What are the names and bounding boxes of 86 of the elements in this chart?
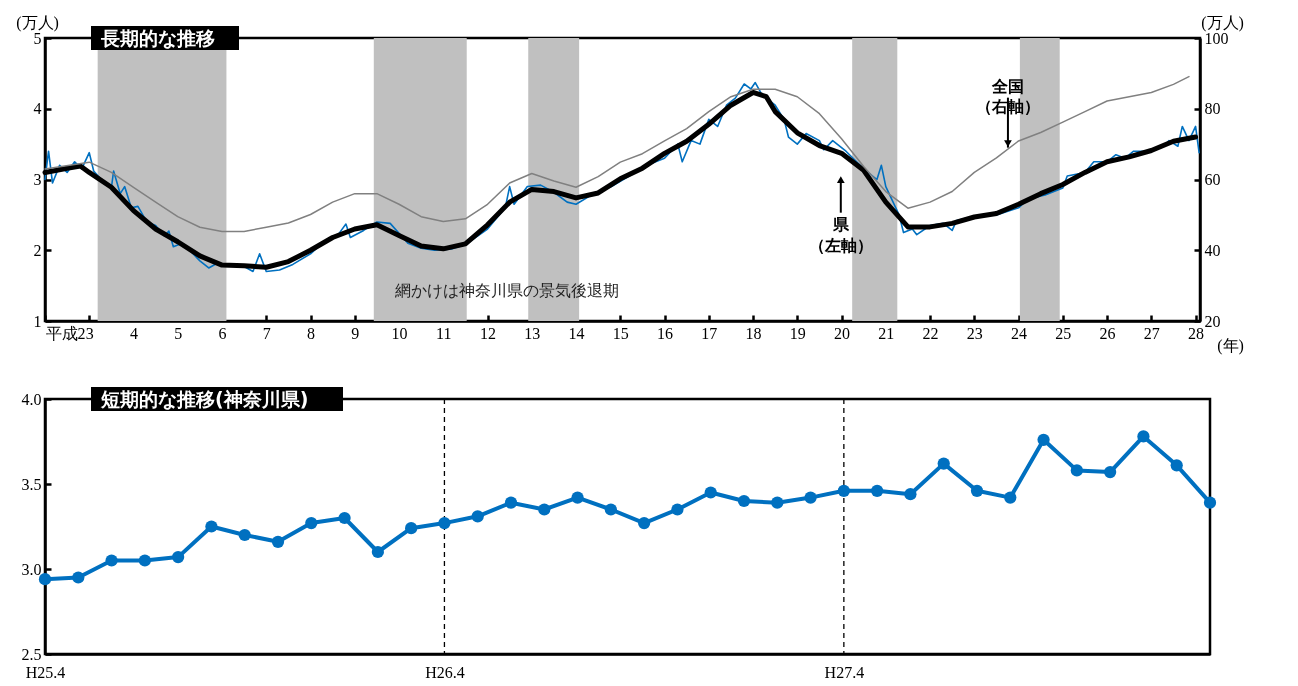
x-tick-label: 27	[1143, 324, 1160, 342]
y-tick-label: 3.0	[21, 560, 42, 578]
point	[871, 484, 884, 497]
x-tick-label: 13	[524, 324, 541, 342]
point	[471, 510, 484, 523]
point	[1004, 491, 1017, 504]
point	[804, 491, 817, 504]
point	[1137, 430, 1150, 443]
point	[1070, 464, 1083, 477]
x-tick-label: 25	[1055, 324, 1072, 342]
point	[238, 528, 251, 542]
y-tick-label: 4.0	[21, 390, 42, 408]
x-tick-label: 18	[745, 324, 762, 342]
annotation: 県（左軸）	[808, 214, 873, 255]
point	[271, 535, 285, 548]
point	[438, 516, 451, 530]
point	[1104, 465, 1117, 479]
point	[305, 516, 318, 530]
point	[571, 491, 584, 504]
x-tick-label: 24	[1011, 324, 1028, 342]
x-tick-label: 22	[922, 324, 939, 342]
y2-tick-label: 40	[1204, 241, 1221, 259]
x-tick-label: 15	[612, 324, 629, 342]
point	[138, 554, 151, 567]
point	[737, 494, 751, 508]
point	[371, 545, 384, 559]
x-tick-label: 8	[307, 324, 316, 342]
x-tick-label: 12	[480, 324, 497, 342]
point	[72, 571, 85, 584]
y2-axis-title: (万人)	[1201, 13, 1244, 32]
line-series	[44, 75, 1190, 233]
x-tick-label: 6	[218, 324, 227, 342]
x-tick-label: 26	[1099, 324, 1116, 342]
chart-title: 短期的な推移(神奈川県)	[100, 388, 309, 410]
y-tick-label: 4	[33, 100, 42, 118]
point	[970, 484, 984, 497]
y-tick-label: 2	[33, 241, 42, 259]
x-tick-label: 17	[701, 324, 718, 342]
y-tick-label: 3.5	[21, 475, 42, 493]
point	[538, 503, 551, 516]
y-axis-title: (万人)	[16, 13, 59, 32]
point	[105, 554, 118, 567]
y2-tick-label: 20	[1204, 312, 1221, 330]
y2-tick-label: 80	[1204, 100, 1221, 118]
x-tick-label: 14	[568, 324, 585, 342]
point	[904, 488, 917, 501]
x-tick-label: 28	[1188, 324, 1205, 342]
x-axis-title: (年)	[1217, 336, 1244, 355]
point	[1170, 459, 1183, 472]
x-tick-label: 9	[351, 324, 360, 342]
x-tick-label: 19	[789, 324, 806, 342]
x-tick-label: 23	[966, 324, 983, 342]
chart-title: 長期的な推移	[100, 27, 215, 49]
point	[1203, 496, 1217, 509]
x-tick-label: 16	[657, 324, 674, 342]
x-tick-label: 20	[834, 324, 851, 342]
y-tick-label: 1	[33, 312, 42, 330]
point	[671, 503, 684, 516]
point	[205, 520, 218, 533]
point	[1037, 433, 1050, 446]
x-tick-label: H26.4	[425, 663, 465, 681]
point	[504, 496, 518, 509]
x-tick-label: 11	[436, 324, 452, 342]
point	[937, 457, 950, 470]
x-tick-label: 4	[130, 324, 139, 342]
point	[405, 522, 418, 535]
x-tick-label: 3	[85, 324, 94, 342]
point	[38, 573, 52, 586]
y-tick-label: 3	[33, 171, 42, 188]
x-tick-label: 7	[262, 324, 271, 342]
point	[604, 503, 617, 516]
point	[771, 496, 784, 509]
x-tick-label: H27.4	[824, 663, 865, 681]
y2-tick-label: 60	[1204, 171, 1221, 188]
x-tick-label: 10	[391, 324, 408, 342]
x-tick-label: H25.4	[25, 663, 66, 681]
point	[837, 484, 850, 497]
annotation: 網かけは神奈川県の景気後退期	[394, 281, 619, 301]
point	[638, 516, 651, 530]
x-tick-label: 21	[878, 324, 895, 342]
y-tick-label: 2.5	[21, 645, 42, 663]
x-tick-label: 5	[174, 324, 183, 342]
point	[172, 550, 185, 564]
point	[338, 511, 351, 525]
x-tick-label: 平成2	[45, 324, 86, 342]
point	[704, 486, 717, 499]
